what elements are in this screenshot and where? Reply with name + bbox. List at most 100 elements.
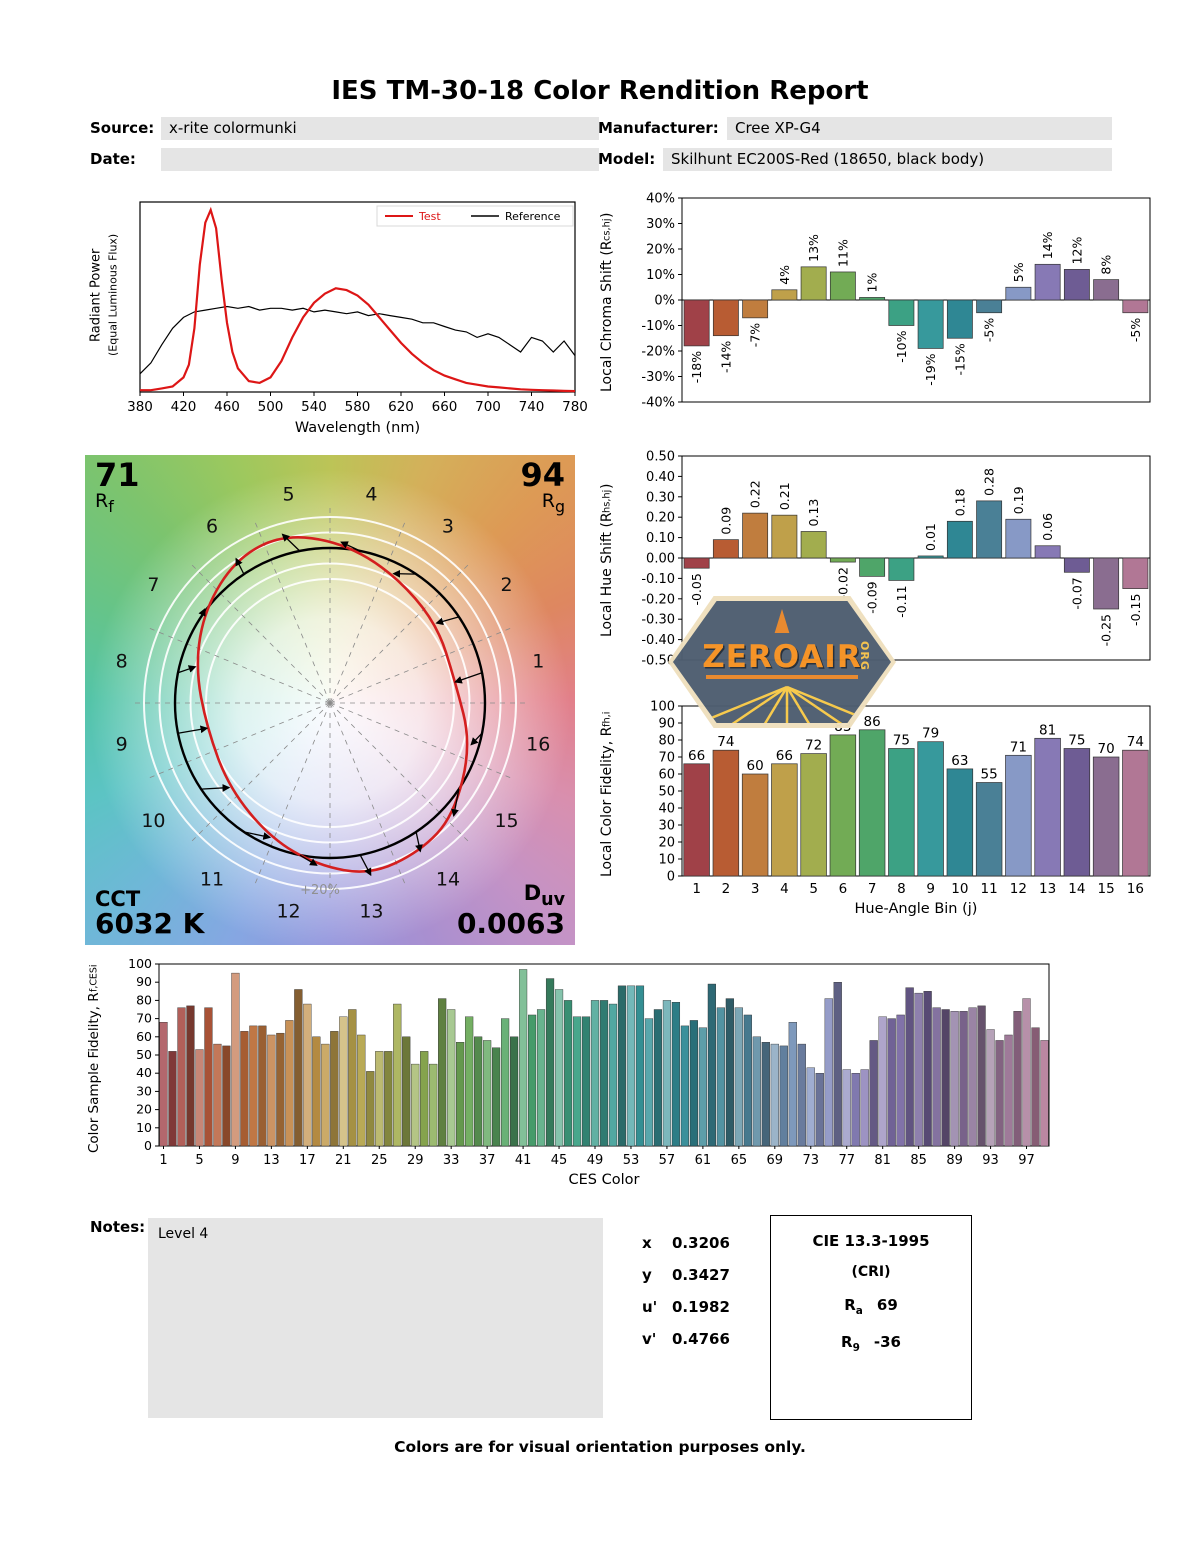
chromaticity-v: v' 0.4766 (642, 1330, 730, 1348)
svg-text:4: 4 (780, 881, 789, 897)
svg-text:41: 41 (515, 1153, 532, 1168)
svg-text:8%: 8% (1099, 255, 1114, 275)
svg-text:7: 7 (147, 574, 159, 596)
svg-text:-18%: -18% (689, 351, 704, 383)
svg-text:55: 55 (981, 767, 998, 783)
svg-text:80: 80 (658, 734, 675, 749)
svg-text:4: 4 (365, 484, 377, 506)
svg-text:460: 460 (214, 399, 240, 415)
svg-text:20%: 20% (646, 243, 675, 258)
svg-text:0.50: 0.50 (646, 450, 675, 465)
svg-text:69: 69 (767, 1153, 784, 1168)
svg-text:75: 75 (893, 733, 910, 749)
svg-text:9: 9 (926, 881, 935, 897)
svg-text:-0.50: -0.50 (641, 654, 675, 669)
svg-text:77: 77 (838, 1153, 855, 1168)
svg-text:0.21: 0.21 (777, 482, 792, 510)
svg-text:17: 17 (299, 1153, 316, 1168)
svg-text:-7%: -7% (748, 323, 763, 347)
cri-subtitle: (CRI) (851, 1264, 891, 1280)
svg-text:-40%: -40% (641, 396, 675, 411)
svg-text:5: 5 (809, 881, 818, 897)
notes-label: Notes: (90, 1218, 146, 1236)
svg-text:53: 53 (623, 1153, 640, 1168)
svg-text:380: 380 (127, 399, 153, 415)
svg-text:-5%: -5% (982, 318, 997, 342)
svg-text:57: 57 (659, 1153, 676, 1168)
hue-shift-ylabel: Local Hue Shift (R hs,hj) (599, 483, 615, 638)
svg-text:10: 10 (136, 1120, 152, 1135)
svg-text:70: 70 (658, 751, 675, 766)
svg-text:1: 1 (532, 651, 544, 673)
svg-text:20: 20 (658, 836, 675, 851)
svg-text:15: 15 (1098, 881, 1115, 897)
svg-text:80: 80 (136, 992, 152, 1007)
svg-text:-0.20: -0.20 (641, 592, 675, 607)
svg-text:90: 90 (658, 717, 675, 732)
svg-text:9: 9 (231, 1153, 239, 1168)
hue-plot: -0.50 -0.40 -0.30 -0.20 -0.10 0.00 0.10 0.20 0.3… (641, 450, 1151, 669)
svg-text:7: 7 (868, 881, 877, 897)
svg-text:-10%: -10% (894, 330, 909, 362)
svg-text:-0.10: -0.10 (641, 572, 675, 587)
svg-text:75: 75 (1068, 733, 1085, 749)
svg-text:-0.02: -0.02 (835, 567, 850, 599)
svg-text:60: 60 (658, 768, 675, 783)
watermark-rays-icon (698, 685, 876, 723)
svg-text:100: 100 (128, 956, 152, 971)
zeroair-watermark: ZEROAIR ORG (668, 596, 896, 728)
svg-text:Test: Test (418, 210, 441, 223)
svg-text:1%: 1% (865, 272, 880, 292)
svg-text:11%: 11% (835, 239, 850, 267)
color-vector-graphic: 1 2 3 4 5 6 7 8 9 10 11 12 13 14 15 16 +20% 71 Rf 94 Rg … (85, 455, 575, 945)
svg-text:11: 11 (981, 881, 998, 897)
svg-text:73: 73 (802, 1153, 819, 1168)
svg-text:60: 60 (747, 758, 764, 774)
svg-text:15: 15 (494, 810, 518, 832)
svg-text:0.30: 0.30 (646, 490, 675, 505)
svg-text:16: 16 (1127, 881, 1144, 897)
cri-ra-value: Ra 69 (844, 1296, 898, 1317)
cct-value: CCT 6032 K (95, 887, 205, 941)
svg-text:Hue-Angle Bin (j): Hue-Angle Bin (j) (855, 901, 978, 917)
svg-text:0.19: 0.19 (1011, 486, 1026, 514)
svg-text:16: 16 (526, 733, 550, 755)
rg-score: 94 Rg (520, 456, 565, 516)
manufacturer-label: Manufacturer: (598, 119, 719, 137)
watermark-hexagon: ZEROAIR ORG (673, 601, 891, 723)
spd-plot: 380 420 460 500 540 580 620 660 700 740 780 Wavelen… (127, 201, 588, 436)
svg-text:-0.07: -0.07 (1069, 577, 1084, 609)
watermark-underline (705, 675, 859, 679)
svg-text:14: 14 (436, 869, 460, 891)
svg-text:660: 660 (432, 399, 458, 415)
cri-title: CIE 13.3-1995 (812, 1232, 930, 1250)
svg-text:25: 25 (371, 1153, 388, 1168)
svg-text:-0.15: -0.15 (1128, 594, 1143, 626)
svg-text:6: 6 (206, 515, 218, 537)
svg-text:0.22: 0.22 (748, 480, 763, 508)
svg-text:0.10: 0.10 (646, 531, 675, 546)
date-value (161, 148, 599, 171)
footer-disclaimer: Colors are for visual orientation purpos… (394, 1438, 806, 1456)
notes-box: Level 4 (148, 1218, 603, 1418)
svg-text:10: 10 (951, 881, 968, 897)
svg-text:14%: 14% (1040, 231, 1055, 259)
svg-text:740: 740 (519, 399, 545, 415)
svg-text:30: 30 (136, 1083, 152, 1098)
svg-text:89: 89 (946, 1153, 963, 1168)
cri-box: CIE 13.3-1995 (CRI) Ra 69 R9 -36 (770, 1215, 972, 1420)
svg-text:0.20: 0.20 (646, 511, 675, 526)
svg-text:63: 63 (951, 753, 968, 769)
svg-text:33: 33 (443, 1153, 460, 1168)
svg-text:50: 50 (658, 785, 675, 800)
svg-text:74: 74 (717, 734, 734, 750)
svg-text:37: 37 (479, 1153, 496, 1168)
svg-text:2: 2 (501, 574, 513, 596)
chroma-shift-ylabel: Local Chroma Shift (R cs,hj) (599, 212, 615, 393)
chromaticity-y: y 0.3427 (642, 1266, 730, 1284)
svg-text:50: 50 (136, 1047, 152, 1062)
svg-text:74: 74 (1127, 734, 1144, 750)
